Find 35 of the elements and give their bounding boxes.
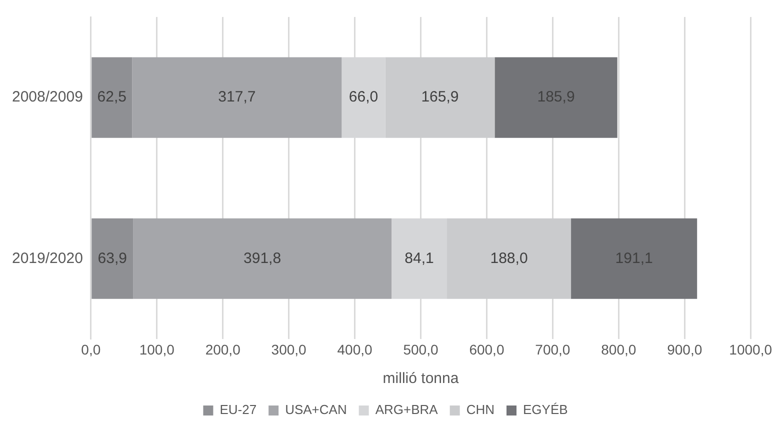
data-label: 62,5 bbox=[97, 88, 126, 106]
data-label: 391,8 bbox=[244, 250, 282, 267]
bar bbox=[133, 218, 392, 299]
legend-label: USA+CAN bbox=[285, 402, 347, 418]
legend-label: EU-27 bbox=[220, 402, 257, 418]
bar bbox=[494, 57, 618, 138]
data-label: 188,0 bbox=[490, 250, 528, 267]
x-tick-label: 0,0 bbox=[81, 341, 101, 358]
x-tick-label: 500,0 bbox=[403, 341, 438, 358]
x-tick-label: 800,0 bbox=[601, 341, 636, 358]
x-axis-title: millió tonna bbox=[382, 370, 460, 388]
x-tick-label: 1000,0 bbox=[729, 341, 772, 358]
bar bbox=[132, 57, 342, 138]
data-label: 66,0 bbox=[348, 88, 378, 106]
x-tick-label: 900,0 bbox=[667, 341, 702, 358]
x-tick-label: 100,0 bbox=[139, 341, 175, 358]
bar bbox=[92, 218, 134, 299]
data-label: 317,7 bbox=[218, 88, 256, 106]
y-tick-label: 2019/2020 bbox=[12, 250, 83, 267]
x-tick-label: 600,0 bbox=[469, 341, 504, 358]
data-label: 191,1 bbox=[615, 250, 653, 267]
bar bbox=[92, 57, 132, 138]
data-label: 165,9 bbox=[421, 88, 459, 106]
legend-label: ARG+BRA bbox=[375, 402, 438, 418]
x-tick-label: 400,0 bbox=[337, 341, 373, 358]
bar bbox=[571, 218, 698, 299]
data-label: 84,1 bbox=[404, 250, 434, 267]
x-tick-label: 200,0 bbox=[205, 341, 241, 358]
legend-label: CHN bbox=[466, 402, 494, 418]
y-tick-label: 2008/2009 bbox=[12, 88, 83, 106]
data-label: 185,9 bbox=[537, 88, 575, 106]
x-tick-label: 700,0 bbox=[535, 341, 570, 358]
legend-label: EGYÉB bbox=[522, 402, 568, 418]
data-label: 63,9 bbox=[98, 250, 127, 267]
x-tick-label: 300,0 bbox=[271, 341, 307, 358]
